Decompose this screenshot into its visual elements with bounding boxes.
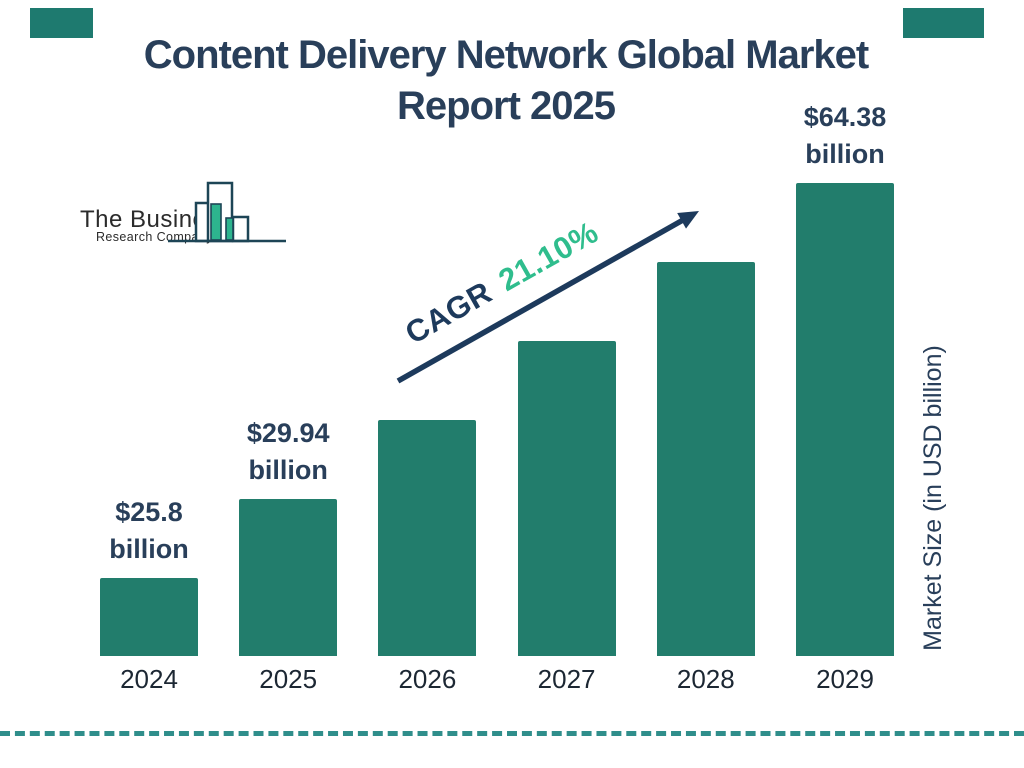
data-label-value: $25.8 — [115, 497, 183, 527]
data-label-2024: $25.8 billion — [59, 494, 239, 568]
bar-2025 — [239, 499, 338, 656]
bar-2028 — [656, 262, 755, 656]
x-tick-2026: 2026 — [398, 664, 457, 694]
x-tick-2027: 2027 — [537, 664, 596, 694]
data-label-unit: billion — [805, 139, 885, 169]
title-line-1: Content Delivery Network Global Market — [143, 33, 869, 77]
page-title: Content Delivery Network Global Market R… — [0, 30, 1012, 132]
y-axis-label: Market Size (in USD billion) — [919, 345, 947, 651]
corner-accent-left — [30, 8, 93, 38]
bottom-dashed-divider — [0, 731, 1024, 736]
bar-2024 — [100, 578, 198, 656]
bar-2029 — [796, 183, 894, 656]
cagr-value: 21.10% — [492, 214, 605, 299]
logo-bars-icon — [168, 181, 286, 243]
bar-2027 — [517, 341, 616, 656]
data-label-2025: $29.94 billion — [198, 415, 378, 489]
corner-accent-right — [903, 8, 984, 38]
data-label-2029: $64.38 billion — [755, 99, 935, 173]
data-label-unit: billion — [109, 534, 189, 564]
data-label-value: $29.94 — [246, 418, 330, 448]
title-line-2: Report 2025 — [397, 84, 616, 128]
data-label-value: $64.38 — [803, 102, 887, 132]
data-label-unit: billion — [248, 455, 328, 485]
x-tick-2029: 2029 — [816, 664, 874, 694]
x-tick-2024: 2024 — [120, 664, 178, 694]
x-tick-2028: 2028 — [676, 664, 735, 694]
bar-2026 — [378, 420, 477, 656]
x-tick-2025: 2025 — [259, 664, 318, 694]
cagr-label: CAGR — [399, 274, 498, 351]
